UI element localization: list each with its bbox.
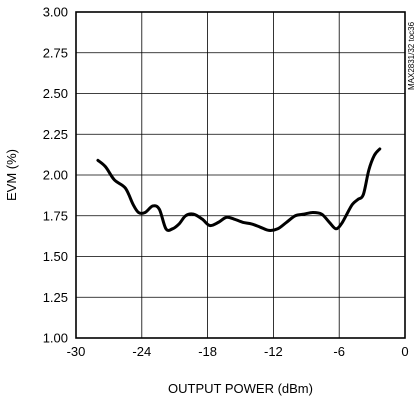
chart-id-label: MAX2831/32 toc36: [407, 21, 416, 90]
x-tick-label: -18: [198, 344, 217, 359]
x-tick-label: -6: [333, 344, 345, 359]
y-tick-label: 2.50: [43, 86, 68, 101]
x-tick-label: -30: [67, 344, 86, 359]
plot-frame: [75, 11, 406, 339]
x-axis-label: OUTPUT POWER (dBm): [168, 381, 313, 396]
y-tick-label: 3.00: [43, 5, 68, 20]
y-tick-label: 2.75: [43, 45, 68, 60]
x-tick-label: -24: [132, 344, 151, 359]
series-line-evm: [96, 147, 382, 232]
y-tick-label: 2.25: [43, 127, 68, 142]
y-tick-label: 1.00: [43, 331, 68, 346]
y-tick-label: 2.00: [43, 168, 68, 183]
grid: [76, 12, 405, 338]
y-tick-label: 1.50: [43, 249, 68, 264]
y-tick-label: 1.75: [43, 208, 68, 223]
x-tick-label: -12: [264, 344, 283, 359]
y-tick-label: 1.25: [43, 290, 68, 305]
x-tick-label: 0: [401, 344, 408, 359]
y-axis-label: EVM (%): [4, 149, 19, 201]
tick-labels: -30 -24 -18 -12 -6 0 1.00 1.25 1.50 1.75 2.00 2.25 2…: [43, 5, 409, 360]
